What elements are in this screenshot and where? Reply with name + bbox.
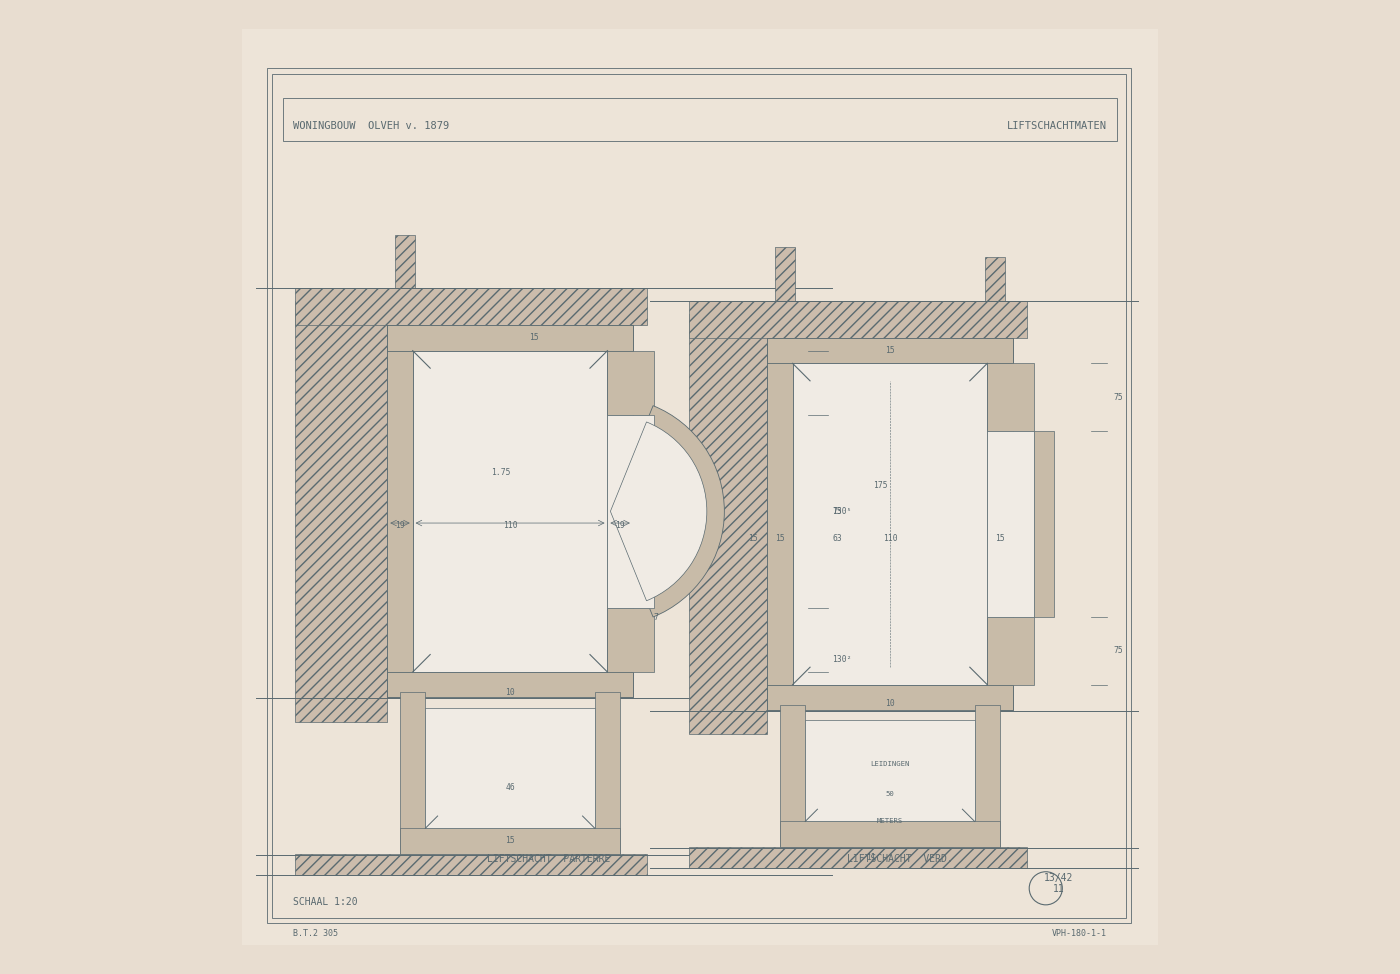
Bar [400, 693, 426, 853]
Text: 75: 75 [1114, 393, 1124, 401]
Bar [805, 720, 974, 821]
Text: B.T.2 305: B.T.2 305 [293, 928, 337, 938]
Bar [767, 685, 1012, 710]
Bar [295, 853, 647, 875]
Bar [767, 338, 1012, 363]
Bar [595, 693, 620, 853]
Bar [987, 338, 1012, 710]
Text: 130²: 130² [833, 655, 853, 664]
Bar [792, 363, 987, 685]
Text: 130⁵: 130⁵ [833, 506, 853, 516]
Bar [295, 288, 647, 325]
Bar [295, 301, 388, 722]
Text: 63: 63 [833, 534, 843, 543]
Text: 15: 15 [748, 534, 757, 543]
Text: 110: 110 [503, 521, 518, 531]
Text: 10: 10 [505, 688, 515, 697]
Bar [413, 351, 608, 672]
Text: VPH-180-1-1: VPH-180-1-1 [1053, 928, 1107, 938]
Bar [689, 314, 767, 734]
Text: 75: 75 [833, 506, 843, 516]
Bar [780, 821, 1000, 846]
Bar [987, 618, 1035, 685]
Bar [987, 363, 1035, 431]
Bar [266, 68, 1131, 923]
Text: 15: 15 [995, 534, 1005, 543]
Bar [974, 705, 1000, 846]
Text: 15: 15 [505, 837, 515, 845]
Text: 10: 10 [885, 698, 895, 708]
Wedge shape [610, 422, 707, 601]
Text: 7: 7 [654, 613, 658, 622]
Bar [400, 828, 620, 853]
Text: LIFTSCHACHT  PARTERRE: LIFTSCHACHT PARTERRE [487, 854, 610, 864]
Bar [608, 351, 654, 415]
Text: 175: 175 [872, 480, 888, 490]
Text: 19: 19 [615, 521, 624, 531]
Bar [689, 301, 1028, 338]
Bar [1035, 431, 1054, 618]
Bar [774, 247, 795, 301]
Bar [608, 608, 654, 672]
Text: WONINGBOUW  OLVEH v. 1879: WONINGBOUW OLVEH v. 1879 [293, 121, 449, 131]
Text: LEIDINGEN: LEIDINGEN [871, 762, 910, 768]
Bar [388, 325, 633, 351]
Text: SCHAAL 1:20: SCHAAL 1:20 [293, 897, 357, 907]
Wedge shape [610, 406, 724, 617]
Text: 11: 11 [865, 853, 875, 862]
Bar [780, 705, 805, 846]
Text: 13/42
11: 13/42 11 [1044, 873, 1074, 894]
Bar [984, 257, 1005, 301]
Bar [767, 338, 792, 710]
Text: METERS: METERS [876, 818, 903, 824]
Text: LIFTSCHACHTMATEN: LIFTSCHACHTMATEN [1007, 121, 1107, 131]
Text: 75: 75 [1114, 647, 1124, 656]
Bar [388, 325, 413, 697]
Bar [608, 415, 654, 608]
Bar [283, 98, 1117, 141]
Text: 110: 110 [882, 534, 897, 543]
Text: 1.75: 1.75 [490, 468, 510, 477]
Text: 15: 15 [885, 346, 895, 356]
Bar [689, 846, 1028, 868]
Bar [395, 235, 416, 288]
Bar [388, 672, 633, 697]
Bar [273, 74, 1126, 918]
Text: 15: 15 [776, 534, 785, 543]
Bar [608, 325, 633, 697]
Bar [987, 431, 1035, 618]
Bar [426, 707, 595, 828]
Text: 46: 46 [505, 783, 515, 793]
Text: LIFTSCHACHT  VERD.: LIFTSCHACHT VERD. [847, 854, 952, 864]
Text: 50: 50 [886, 791, 895, 797]
Text: 15: 15 [529, 333, 539, 343]
Text: 19: 19 [395, 521, 405, 531]
